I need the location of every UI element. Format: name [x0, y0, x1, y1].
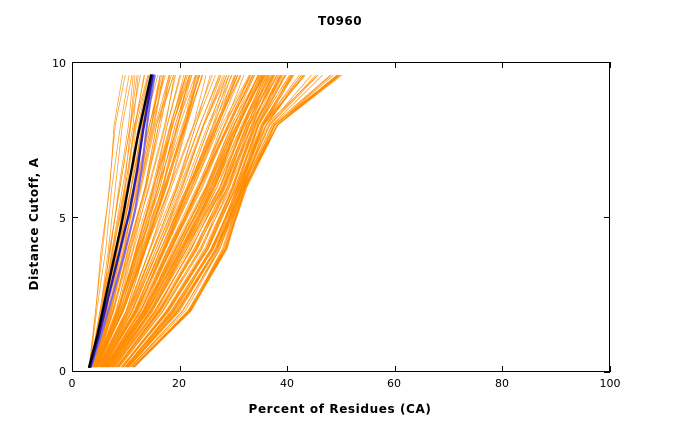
- axis-tick: [604, 217, 610, 218]
- xtick-label-40: 40: [280, 377, 294, 390]
- ytick-label-10: 10: [52, 57, 66, 70]
- axis-tick: [180, 366, 181, 372]
- axis-tick: [610, 62, 611, 68]
- xtick-label-100: 100: [599, 377, 621, 390]
- axis-tick: [72, 366, 73, 372]
- axis-tick: [502, 62, 503, 68]
- chart-title: T0960: [317, 14, 363, 28]
- axis-tick: [604, 372, 610, 373]
- ytick-label-0: 0: [59, 365, 66, 378]
- axis-tick: [180, 62, 181, 68]
- plot-area: [72, 62, 610, 372]
- xtick-label-80: 80: [495, 377, 509, 390]
- axis-tick: [72, 371, 78, 372]
- axis-tick: [502, 366, 503, 372]
- axis-tick: [287, 366, 288, 372]
- plot-canvas: [87, 74, 342, 368]
- axis-tick: [610, 366, 611, 372]
- axis-tick: [287, 62, 288, 68]
- x-axis-label: Percent of Residues (CA): [248, 402, 432, 416]
- axis-tick: [395, 62, 396, 68]
- axis-tick: [395, 366, 396, 372]
- y-axis-label: Distance Cutoff, A: [27, 157, 41, 291]
- axis-tick: [604, 62, 610, 63]
- xtick-label-0: 0: [68, 377, 76, 390]
- xtick-label-20: 20: [172, 377, 186, 390]
- ytick-label-5: 5: [59, 212, 66, 225]
- axis-tick: [72, 62, 73, 68]
- axis-tick: [72, 62, 78, 63]
- axis-tick: [72, 217, 78, 218]
- xtick-label-60: 60: [387, 377, 401, 390]
